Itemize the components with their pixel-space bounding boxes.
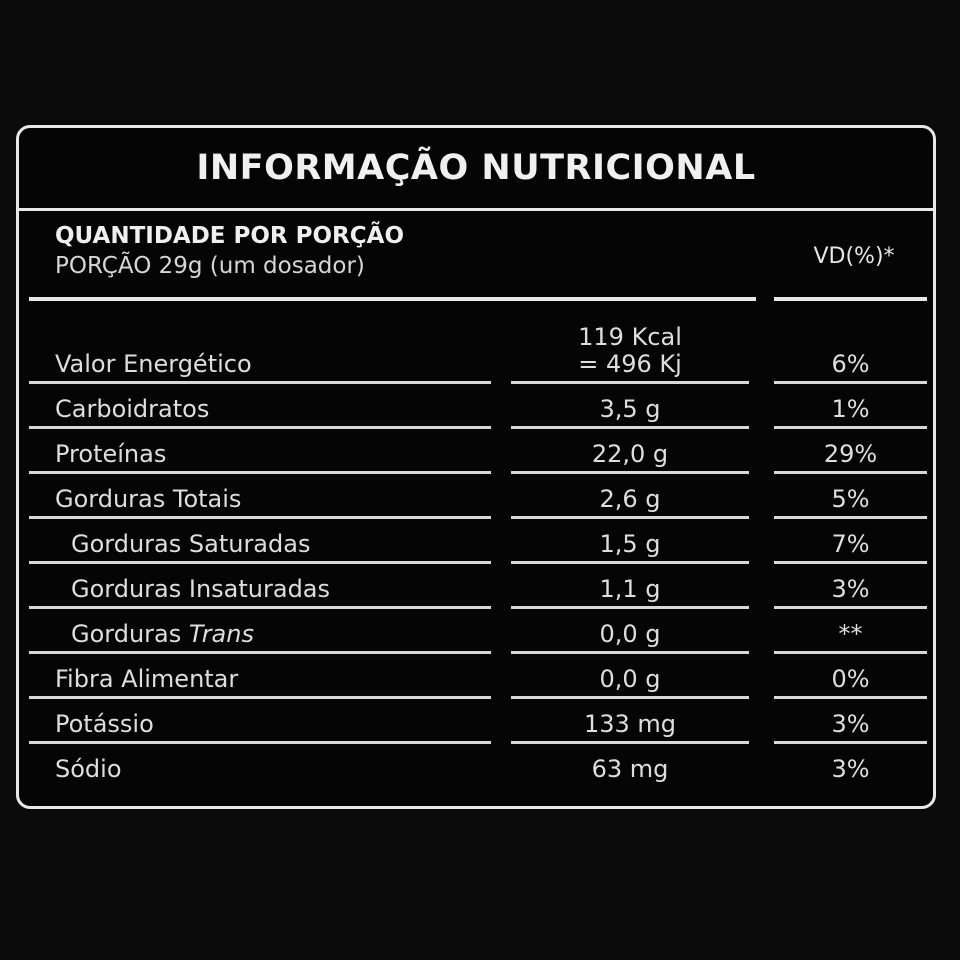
nutrient-row: Valor Energético 119 Kcal = 496 Kj 6%	[19, 314, 933, 384]
nutrient-name: Valor Energético	[55, 350, 252, 378]
nutrient-name: Proteínas	[55, 440, 166, 468]
nutrient-row: Gorduras Trans 0,0 g **	[19, 609, 933, 654]
nutrient-vd: **	[774, 620, 927, 648]
nutrient-row: Gorduras Saturadas 1,5 g 7%	[19, 519, 933, 564]
nutrient-name: Gorduras Trans	[71, 620, 254, 648]
header-divider	[29, 297, 756, 301]
portion-header: QUANTIDADE POR PORÇÃO	[55, 221, 404, 251]
nutrient-amount: 63 mg	[511, 756, 749, 783]
trans-fat-emphasis: Trans	[189, 620, 254, 648]
nutrient-row: Proteínas 22,0 g 29%	[19, 429, 933, 474]
serving-size: PORÇÃO 29g (um dosador)	[55, 251, 404, 281]
nutrient-table: Valor Energético 119 Kcal = 496 Kj 6% Car…	[19, 314, 933, 789]
nutrient-amount: 119 Kcal = 496 Kj	[511, 324, 749, 378]
nutrient-row: Potássio 133 mg 3%	[19, 699, 933, 744]
nutrient-name: Carboidratos	[55, 395, 209, 423]
panel-title: INFORMAÇÃO NUTRICIONAL	[196, 148, 755, 188]
nutrient-vd: 7%	[774, 530, 927, 558]
nutrient-amount: 1,5 g	[511, 531, 749, 558]
nutrient-name: Fibra Alimentar	[55, 665, 238, 693]
nutrient-row: Fibra Alimentar 0,0 g 0%	[19, 654, 933, 699]
energy-kcal: 119 Kcal	[578, 323, 682, 351]
nutrient-amount: 3,5 g	[511, 396, 749, 423]
nutrient-name: Sódio	[55, 755, 122, 783]
nutrient-row: Gorduras Insaturadas 1,1 g 3%	[19, 564, 933, 609]
nutrient-amount: 2,6 g	[511, 486, 749, 513]
nutrient-vd: 5%	[774, 485, 927, 513]
trans-fat-prefix: Gorduras	[71, 620, 181, 648]
nutrient-amount: 0,0 g	[511, 666, 749, 693]
nutrient-vd: 1%	[774, 395, 927, 423]
nutrient-vd: 6%	[774, 350, 927, 378]
daily-value-header: VD(%)*	[779, 244, 929, 269]
nutrient-amount: 0,0 g	[511, 621, 749, 648]
nutrient-name: Gorduras Insaturadas	[71, 575, 330, 603]
portion-info: QUANTIDADE POR PORÇÃO PORÇÃO 29g (um dos…	[55, 221, 404, 281]
nutrient-row: Gorduras Totais 2,6 g 5%	[19, 474, 933, 519]
nutrition-facts-panel: INFORMAÇÃO NUTRICIONAL QUANTIDADE POR PO…	[16, 125, 936, 809]
energy-kj: = 496 Kj	[578, 350, 682, 378]
nutrient-vd: 3%	[774, 755, 927, 783]
nutrient-row: Carboidratos 3,5 g 1%	[19, 384, 933, 429]
nutrient-row: Sódio 63 mg 3%	[19, 744, 933, 789]
nutrient-name: Potássio	[55, 710, 154, 738]
nutrient-vd: 3%	[774, 575, 927, 603]
nutrient-amount: 133 mg	[511, 711, 749, 738]
nutrient-amount: 1,1 g	[511, 576, 749, 603]
header-divider	[774, 297, 927, 301]
title-bar: INFORMAÇÃO NUTRICIONAL	[19, 128, 933, 211]
nutrient-name: Gorduras Totais	[55, 485, 241, 513]
nutrient-name: Gorduras Saturadas	[71, 530, 310, 558]
nutrient-vd: 29%	[774, 440, 927, 468]
nutrient-amount: 22,0 g	[511, 441, 749, 468]
nutrient-vd: 0%	[774, 665, 927, 693]
nutrient-vd: 3%	[774, 710, 927, 738]
